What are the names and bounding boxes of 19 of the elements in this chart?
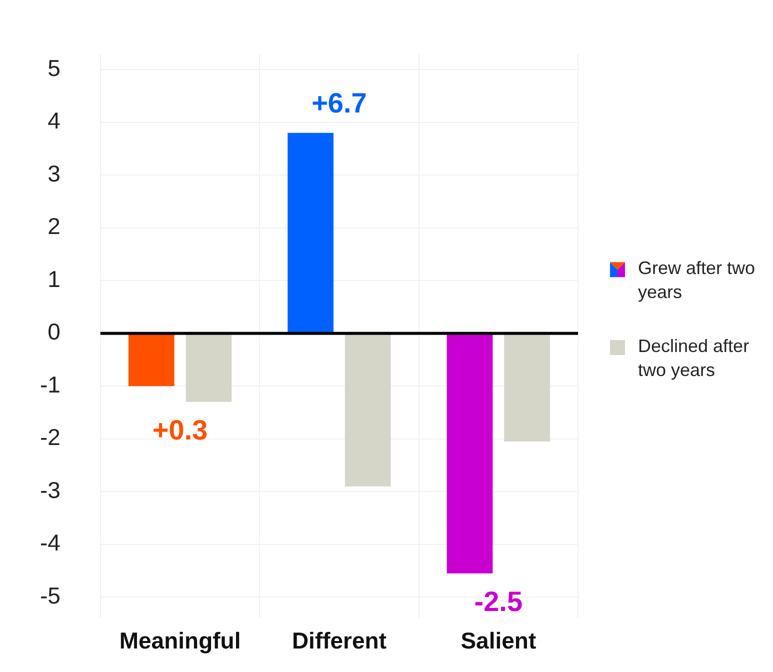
x-tick-label: Different <box>292 627 387 654</box>
x-tick-label: Salient <box>460 627 536 654</box>
y-tick-label: -3 <box>40 476 60 503</box>
y-tick-label: -1 <box>40 371 60 398</box>
y-tick-label: -4 <box>40 530 61 556</box>
legend-label: Declined after two years <box>638 336 750 380</box>
annotation: -2.5 <box>474 586 523 618</box>
y-tick-label: 2 <box>48 213 60 240</box>
annotation: +6.7 <box>312 88 367 119</box>
y-tick-label: 1 <box>48 266 60 292</box>
y-tick-label: -2 <box>40 424 60 450</box>
y-tick-label: -5 <box>40 582 60 608</box>
x-tick-label: Meaningful <box>119 627 241 654</box>
y-tick-label: 5 <box>48 54 60 81</box>
legend-label: Grew after two years <box>638 258 756 302</box>
y-tick-label: 4 <box>48 108 61 134</box>
annotation: +0.3 <box>152 414 208 446</box>
y-tick-label: 0 <box>48 318 60 345</box>
y-tick-label: 3 <box>48 160 60 186</box>
